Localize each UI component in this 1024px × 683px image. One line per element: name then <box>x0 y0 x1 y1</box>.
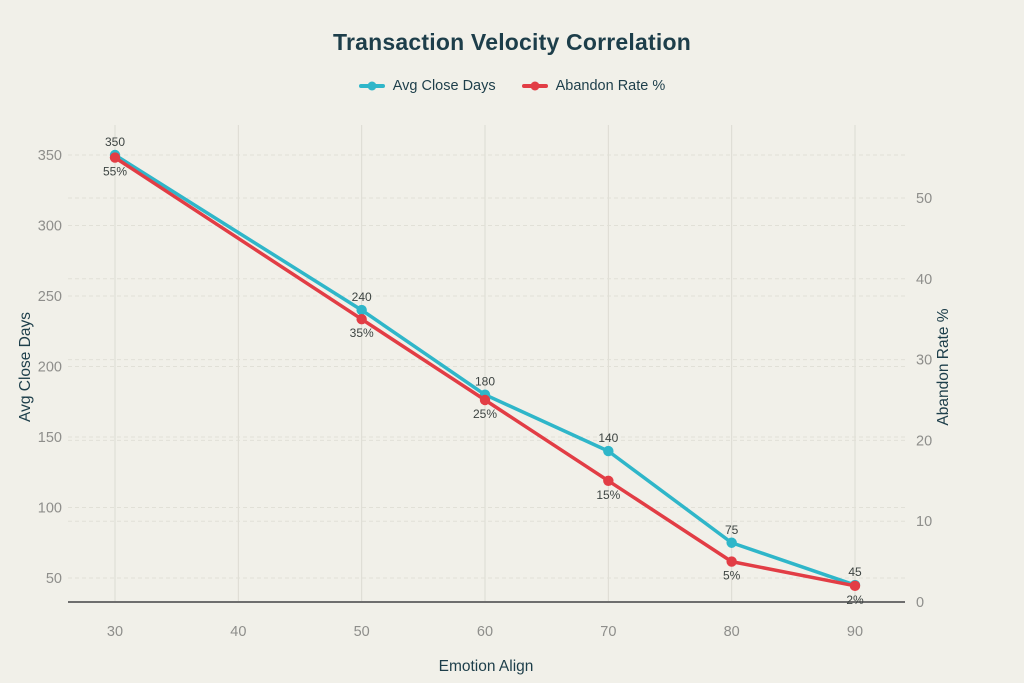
chart-title: Transaction Velocity Correlation <box>333 29 691 55</box>
data-point-avg-close-days[interactable] <box>726 537 737 548</box>
right-y-tick-label: 50 <box>916 191 932 207</box>
data-label-avg-close-days: 45 <box>848 565 862 579</box>
x-tick-label: 30 <box>107 624 123 640</box>
data-label-abandon-rate: 2% <box>846 593 864 607</box>
data-point-abandon-rate[interactable] <box>726 556 737 567</box>
data-point-avg-close-days[interactable] <box>603 445 614 457</box>
data-label-abandon-rate: 25% <box>473 407 497 421</box>
right-axis-title: Abandon Rate % <box>935 308 952 425</box>
x-tick-label: 50 <box>354 624 370 640</box>
x-tick-label: 40 <box>230 624 246 640</box>
data-label-abandon-rate: 15% <box>596 488 620 502</box>
data-label-avg-close-days: 180 <box>475 375 495 389</box>
data-label-abandon-rate: 55% <box>103 165 127 179</box>
legend-dot-icon <box>530 81 540 91</box>
data-label-abandon-rate: 5% <box>723 569 741 583</box>
right-y-tick-label: 0 <box>916 595 924 611</box>
right-y-tick-label: 40 <box>916 272 932 288</box>
legend-line-dot-marker-red <box>521 81 548 91</box>
data-label-avg-close-days: 240 <box>352 290 372 304</box>
data-point-avg-close-days[interactable] <box>356 304 367 316</box>
legend-item-abandon-rate[interactable]: Abandon Rate % <box>521 78 666 94</box>
left-axis-title: Avg Close Days <box>17 312 34 422</box>
data-point-abandon-rate[interactable] <box>109 152 121 163</box>
left-y-tick-label: 250 <box>38 289 62 305</box>
x-axis-title: Emotion Align <box>439 658 534 675</box>
data-point-abandon-rate[interactable] <box>849 580 861 592</box>
left-y-tick-label: 200 <box>38 360 62 376</box>
left-y-tick-label: 50 <box>46 571 62 587</box>
data-point-abandon-rate[interactable] <box>356 314 367 325</box>
data-label-avg-close-days: 140 <box>598 431 618 445</box>
data-label-abandon-rate: 35% <box>350 326 374 340</box>
legend-item-avg-close-days[interactable]: Avg Close Days <box>358 78 496 94</box>
left-y-tick-label: 350 <box>38 148 62 164</box>
x-tick-label: 70 <box>600 624 616 640</box>
legend: Avg Close Days Abandon Rate % <box>0 78 1024 94</box>
legend-label: Abandon Rate % <box>555 78 666 94</box>
series-line-avg-close-days <box>113 153 857 587</box>
legend-dot-icon <box>367 81 377 91</box>
x-tick-label: 60 <box>477 624 493 640</box>
x-tick-label: 90 <box>847 624 863 640</box>
right-y-tick-label: 10 <box>916 514 932 530</box>
left-y-tick-label: 100 <box>38 501 62 517</box>
legend-line-dot-marker-blue <box>358 81 385 91</box>
data-label-avg-close-days: 75 <box>725 523 739 537</box>
data-label-avg-close-days: 350 <box>105 135 125 149</box>
right-y-tick-label: 20 <box>916 433 932 449</box>
series-line-abandon-rate <box>113 155 857 588</box>
x-tick-label: 80 <box>724 624 740 640</box>
data-point-abandon-rate[interactable] <box>603 475 614 486</box>
right-y-tick-label: 30 <box>916 353 932 369</box>
left-y-tick-label: 150 <box>38 430 62 446</box>
legend-label: Avg Close Days <box>392 78 496 94</box>
left-y-tick-label: 300 <box>38 219 62 235</box>
data-point-abandon-rate[interactable] <box>479 394 491 406</box>
